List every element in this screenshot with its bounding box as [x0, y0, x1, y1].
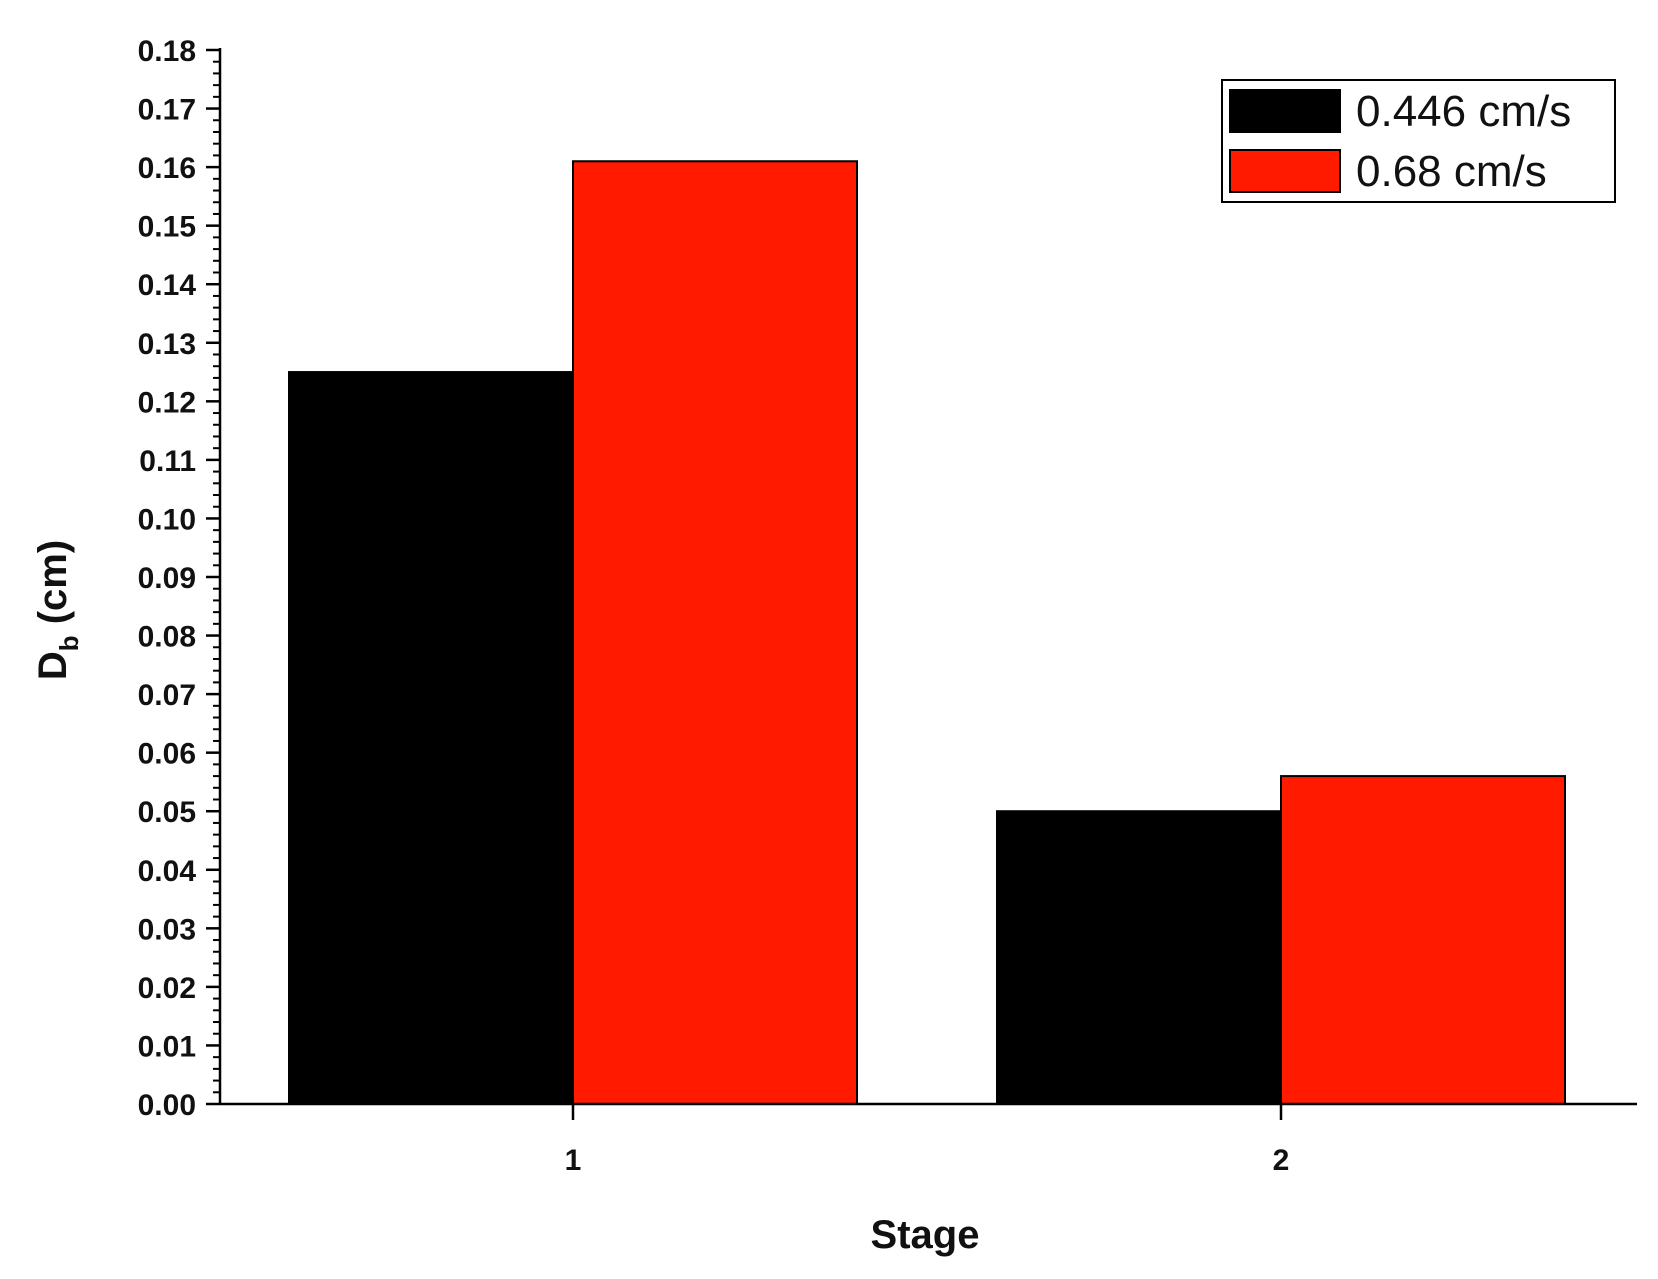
x-tick-label: 1 [565, 1144, 582, 1177]
bar-series1-stage-1 [288, 371, 574, 1105]
y-tick-label: 0.12 [138, 386, 196, 419]
legend-label-series2: 0.68 cm/s [1356, 147, 1547, 196]
bar-series2-stage-2 [1280, 775, 1566, 1105]
legend-swatch-series2 [1229, 149, 1341, 193]
y-tick-label: 0.15 [138, 211, 196, 244]
y-tick-label: 0.04 [138, 855, 197, 888]
x-axis-title: Stage [871, 1213, 980, 1257]
y-tick-label: 0.09 [138, 562, 196, 595]
y-tick-label: 0.10 [138, 503, 196, 536]
y-tick-label: 0.18 [138, 35, 196, 68]
legend-label-series1: 0.446 cm/s [1356, 87, 1571, 136]
bars-layer [288, 160, 1566, 1105]
y-tick-label: 0.07 [138, 679, 196, 712]
y-tick-label: 0.14 [138, 269, 197, 302]
y-tick-label: 0.11 [139, 445, 196, 478]
y-axis-title-main: D [31, 651, 75, 680]
y-tick-label: 0.01 [138, 1030, 196, 1063]
y-axis-title: Db (cm) [31, 540, 84, 680]
bar-series2-stage-1 [572, 160, 858, 1105]
y-tick-label: 0.06 [138, 738, 196, 771]
y-tick-label: 0.08 [138, 621, 196, 654]
legend-swatch-series1 [1229, 89, 1341, 133]
legend: 0.446 cm/s 0.68 cm/s [1221, 79, 1616, 203]
y-tick-label: 0.03 [138, 913, 196, 946]
y-tick-label: 0.17 [138, 94, 196, 127]
y-tick-label: 0.05 [138, 796, 196, 829]
y-tick-label: 0.16 [138, 152, 196, 185]
bar-series1-stage-2 [996, 810, 1282, 1105]
y-tick-label: 0.00 [138, 1089, 196, 1122]
x-tick-label: 2 [1273, 1144, 1290, 1177]
y-tick-label: 0.13 [138, 328, 196, 361]
y-axis-title-unit: (cm) [31, 540, 75, 636]
y-axis-title-subscript: b [54, 635, 84, 651]
y-axis: 0.00 0.01 0.02 0.03 0.04 0.05 0.06 0.07 0.08 0.09… [138, 35, 222, 1122]
y-tick-label: 0.02 [138, 972, 196, 1005]
